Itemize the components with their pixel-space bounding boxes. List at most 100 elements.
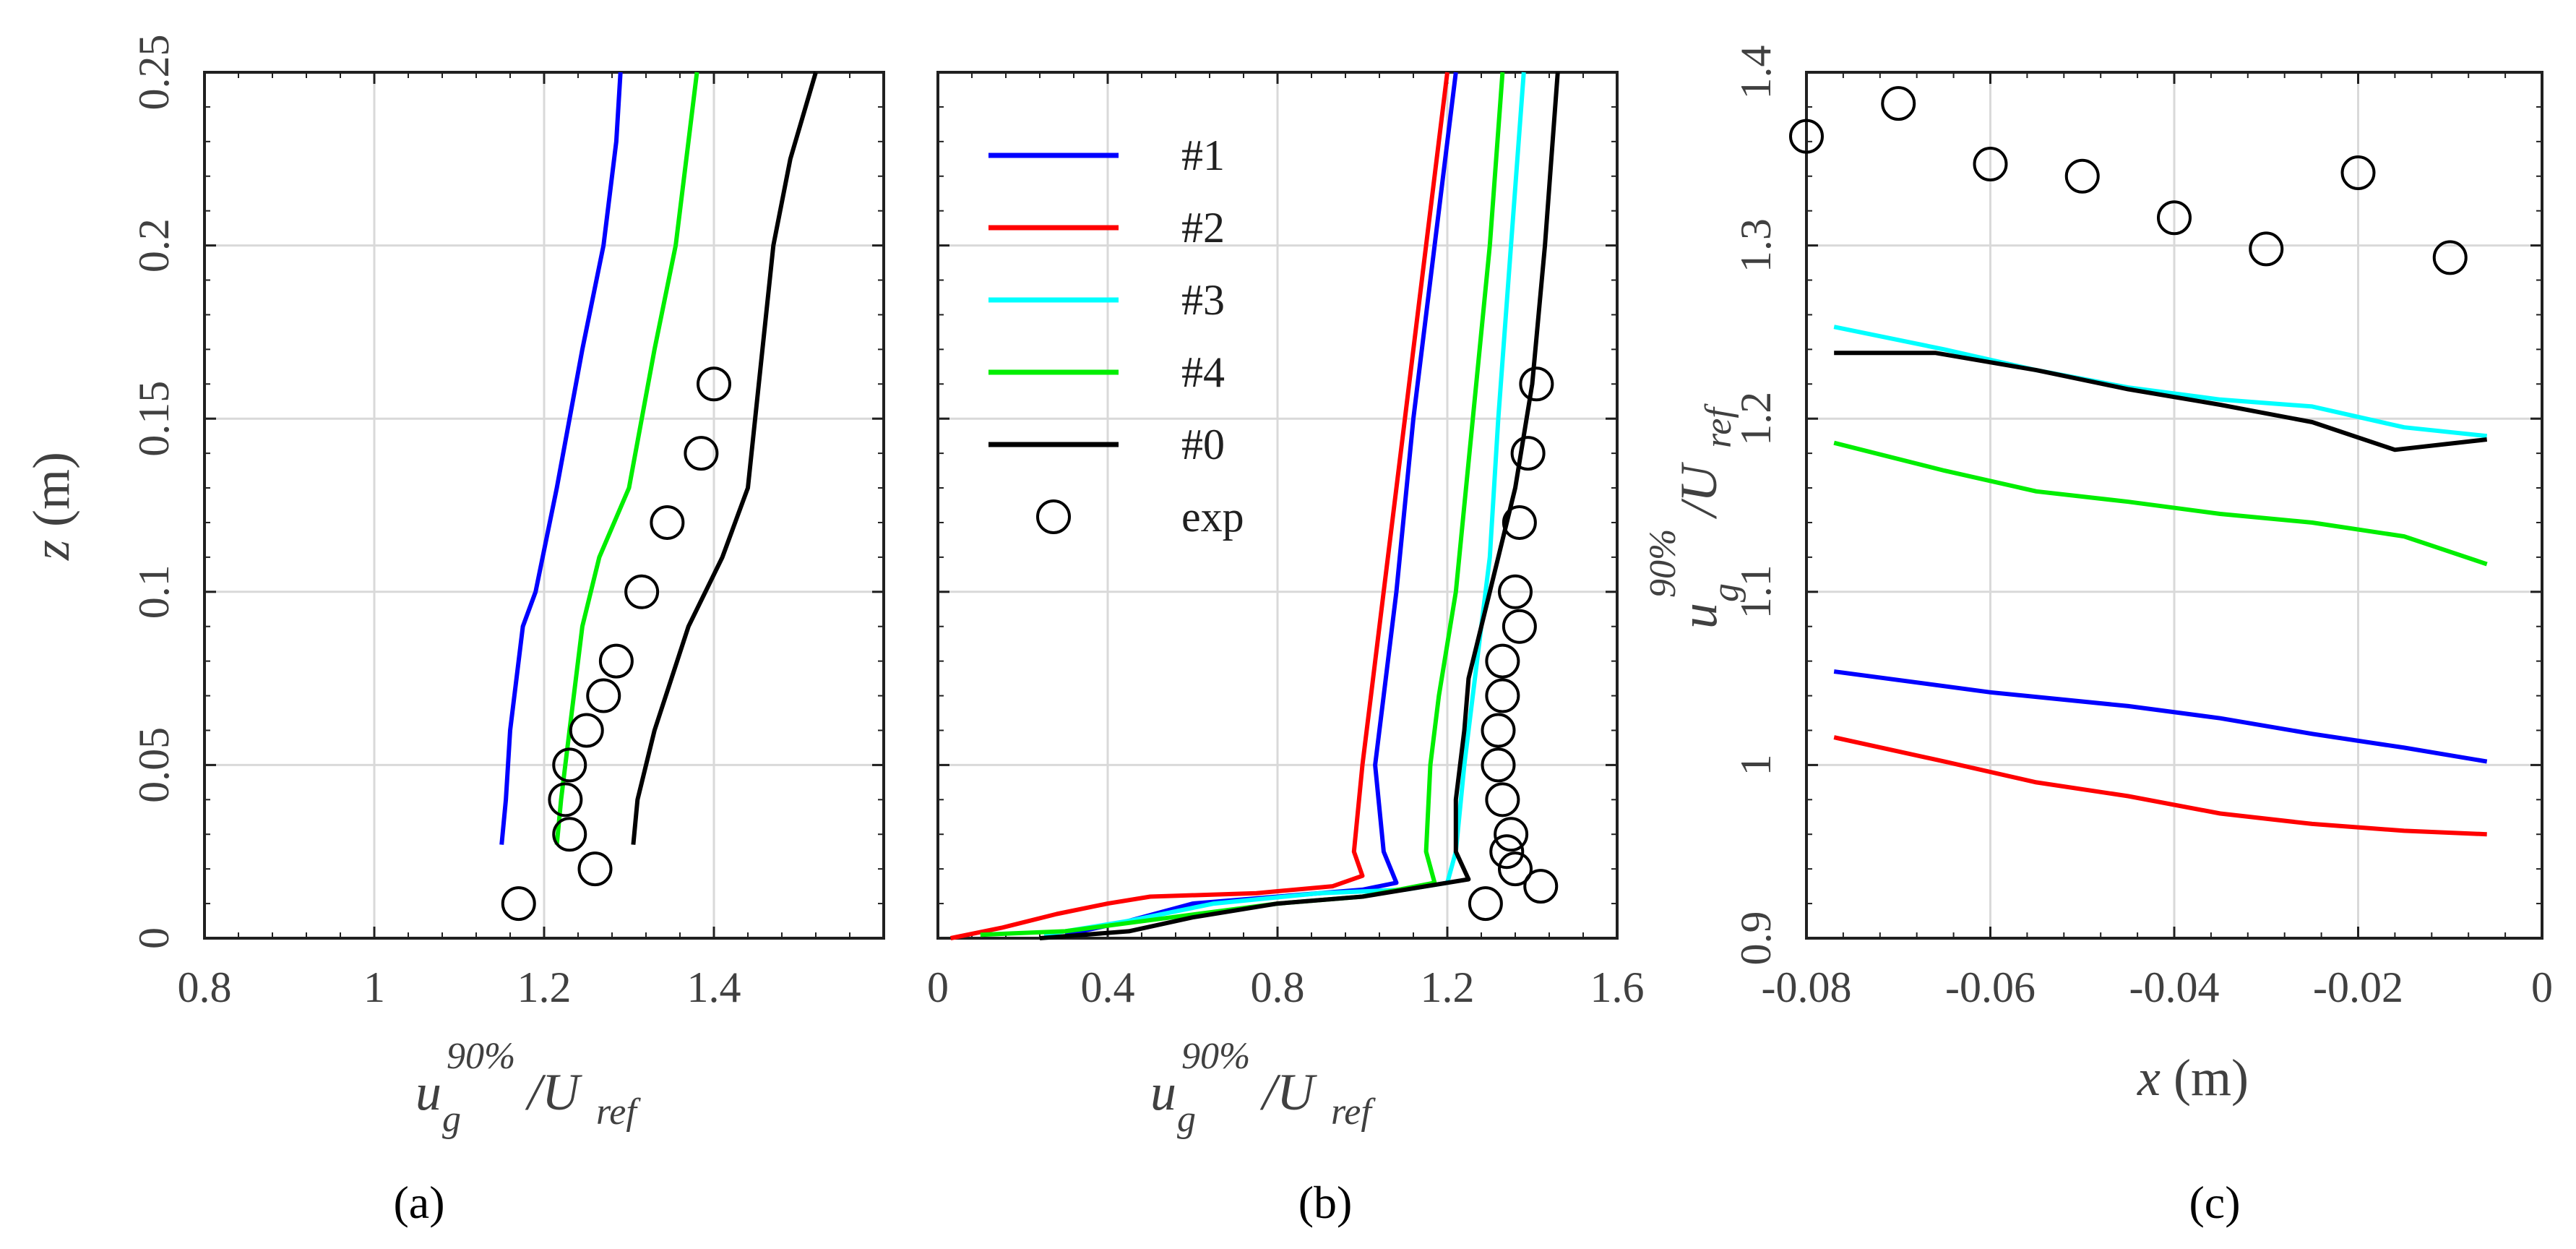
y-tick-label: 0.05 <box>130 727 178 803</box>
exp-marker <box>2340 155 2376 190</box>
svg-text:x (m): x (m) <box>2137 1049 2249 1107</box>
exp-marker <box>586 678 621 713</box>
legend-label: #0 <box>1181 421 1225 468</box>
y-tick-label: 0.25 <box>130 35 178 111</box>
svg-text:g: g <box>442 1099 461 1140</box>
exp-marker <box>1481 713 1516 748</box>
exp-marker <box>650 505 685 540</box>
exp-marker <box>1498 574 1533 609</box>
panel-c: -0.08 -0.06 -0.04 -0.02 0 0.9 1 1.1 1.2 1.3 1.4 <box>1732 46 2553 1012</box>
series-line-n0 <box>631 72 818 845</box>
svg-text:g: g <box>1177 1099 1196 1140</box>
series-line-n3 <box>1043 72 1526 937</box>
panel-c-ylabel: u 90% g /U ref <box>1642 403 1746 629</box>
series-line-n1 <box>1833 669 2488 764</box>
series-line-n0 <box>1039 72 1560 940</box>
y-tick-label: 1.1 <box>1732 565 1780 619</box>
panel-b-xlabel: u 90% g /U ref <box>1150 1036 1376 1140</box>
x-tick-label: -0.06 <box>1945 963 2036 1011</box>
svg-text:/U: /U <box>525 1063 582 1121</box>
series-line-n0 <box>1834 351 2488 452</box>
y-tick-label: 0.1 <box>130 565 178 619</box>
exp-marker <box>1489 834 1525 870</box>
svg-text:90%: 90% <box>1642 529 1684 598</box>
legend: #1 #2 #3 #4 #0 exp <box>988 132 1244 541</box>
x-tick-label: 0.4 <box>1081 963 1135 1011</box>
exp-marker <box>1494 817 1529 852</box>
svg-text:u: u <box>415 1063 441 1121</box>
panel-label-b: (b) <box>1298 1177 1353 1228</box>
x-tick-label: -0.02 <box>2313 963 2403 1011</box>
panel-c-xlabel: x (m) <box>2137 1049 2249 1107</box>
series-line-n4 <box>1833 440 2488 567</box>
svg-text:u: u <box>1670 603 1728 629</box>
svg-text:ref: ref <box>1331 1091 1376 1133</box>
exp-marker <box>1510 436 1546 471</box>
x-tick-label: 1.2 <box>1421 963 1475 1011</box>
svg-text:u: u <box>1150 1063 1176 1121</box>
y-tick-label: 1.2 <box>1732 392 1780 446</box>
exp-marker <box>552 747 587 783</box>
series-line-n4 <box>554 72 699 845</box>
exp-marker <box>569 713 604 748</box>
legend-label: #1 <box>1181 132 1225 179</box>
exp-marker <box>1523 869 1559 904</box>
exp-marker <box>598 643 634 679</box>
svg-text:90%: 90% <box>1181 1036 1250 1077</box>
exp-marker <box>1519 366 1554 402</box>
y-tick-label: 1.4 <box>1732 46 1780 100</box>
exp-marker <box>1485 678 1520 713</box>
x-tick-label: -0.04 <box>2129 963 2220 1011</box>
y-tick-label: 0 <box>130 927 178 949</box>
x-tick-label: 1.6 <box>1590 963 1645 1011</box>
exp-marker <box>2249 231 2284 267</box>
exp-marker <box>1502 609 1537 644</box>
x-tick-label: 1.2 <box>517 963 572 1011</box>
svg-text:/U: /U <box>1259 1063 1317 1121</box>
series-line-n1 <box>1064 72 1458 937</box>
x-tick-label: 0 <box>927 963 949 1011</box>
x-tick-label: 0.8 <box>1251 963 1305 1011</box>
exp-marker <box>2157 200 2192 236</box>
series-line-n3 <box>1833 325 2488 439</box>
exp-marker <box>2432 240 2468 275</box>
exp-marker <box>552 817 587 852</box>
exp-marker <box>501 886 536 922</box>
plot-frame <box>1805 71 2543 940</box>
y-tick-label: 1.3 <box>1732 218 1780 272</box>
series-line-n2 <box>949 72 1449 940</box>
panel-label-a: (a) <box>393 1177 444 1228</box>
exp-marker <box>577 851 613 887</box>
y-tick-label: 0.15 <box>130 381 178 457</box>
exp-marker <box>1881 86 1916 121</box>
exp-marker <box>1485 643 1520 679</box>
panel-label-c: (c) <box>2189 1177 2240 1228</box>
exp-marker <box>1481 747 1516 783</box>
exp-marker <box>684 436 719 471</box>
series-line-n2 <box>1833 735 2487 837</box>
panel-a-ylabel: z (m) <box>22 452 80 561</box>
x-tick-label: -0.08 <box>1762 963 1852 1011</box>
panel-b: 0 0.4 0.8 1.2 1.6 #1 #2 #3 #4 #0 exp <box>927 71 1645 1011</box>
legend-label: #2 <box>1181 204 1225 252</box>
legend-label: #4 <box>1181 348 1225 396</box>
legend-label: #3 <box>1181 276 1225 324</box>
exp-marker <box>1789 119 1824 154</box>
exp-marker <box>697 366 731 402</box>
legend-marker-exp <box>1036 499 1071 534</box>
exp-marker <box>1485 782 1520 817</box>
series-line-n4 <box>980 72 1505 937</box>
y-tick-label: 0.2 <box>130 218 178 272</box>
y-tick-label: 0.9 <box>1732 911 1780 966</box>
x-tick-label: 0.8 <box>178 963 232 1011</box>
x-tick-label: 1.4 <box>687 963 741 1011</box>
exp-marker <box>548 782 583 817</box>
exp-marker <box>1498 851 1533 887</box>
exp-marker <box>2064 158 2100 194</box>
svg-text:g: g <box>1705 583 1746 602</box>
panel-a-xlabel: u 90% g /U ref <box>415 1036 641 1140</box>
exp-marker <box>1973 146 2008 181</box>
series-line-n1 <box>499 72 623 845</box>
svg-text:ref: ref <box>596 1091 641 1133</box>
